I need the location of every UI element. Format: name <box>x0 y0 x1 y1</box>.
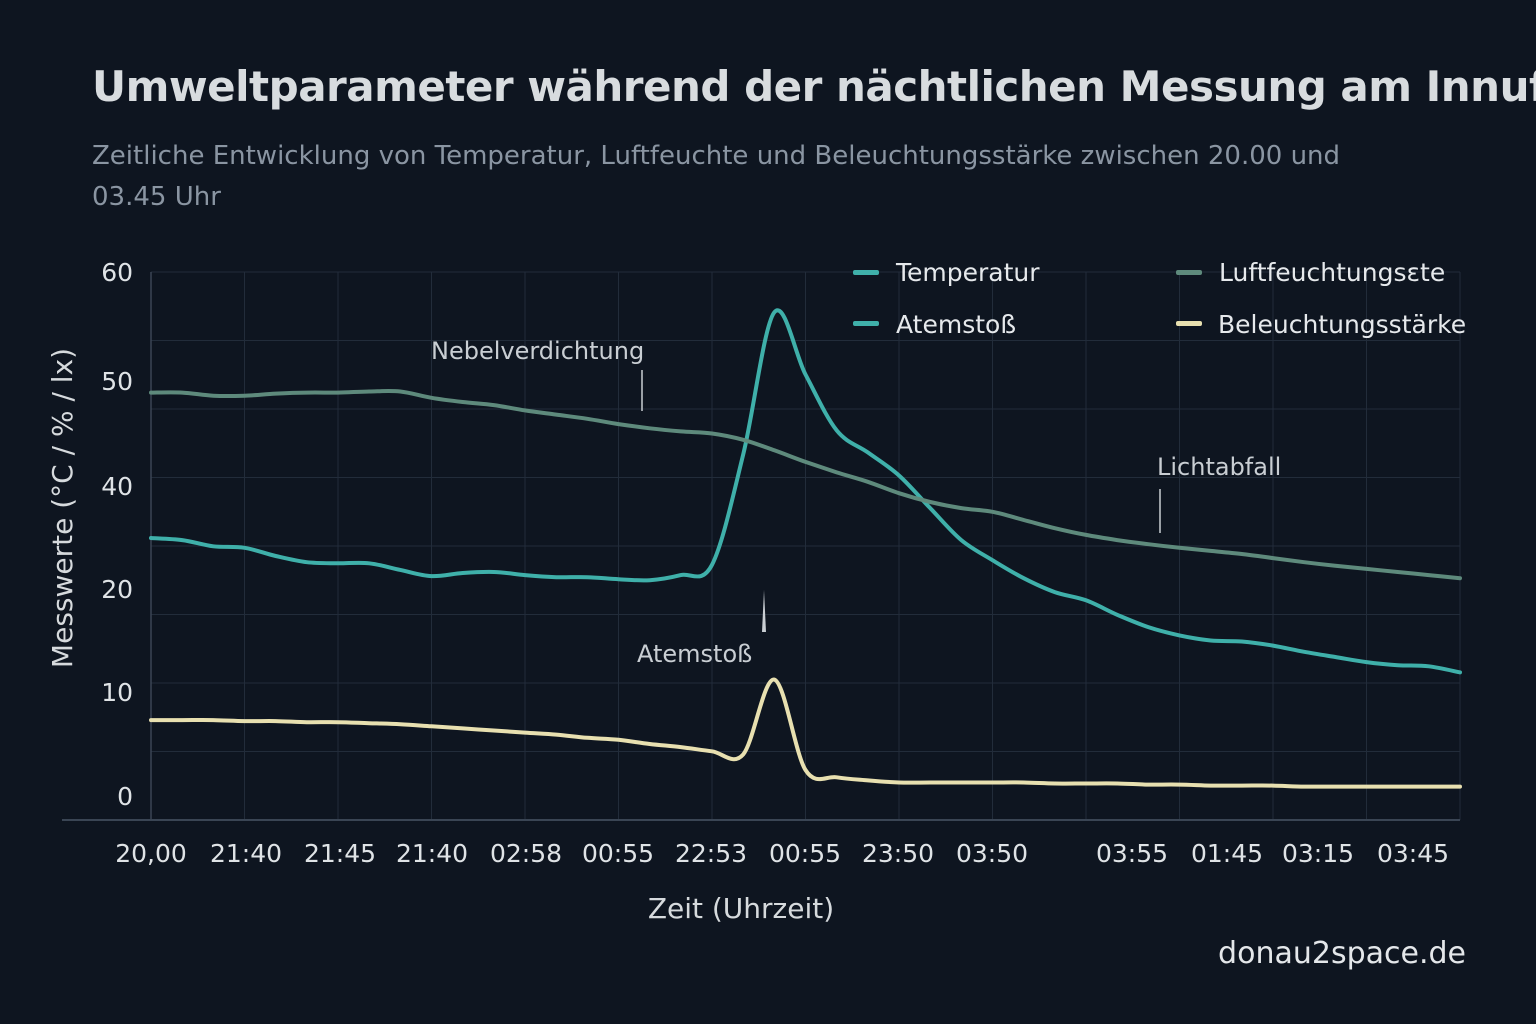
legend-swatch-temperatur <box>853 270 879 275</box>
y-tick-label: 40 <box>101 472 133 501</box>
axes: 0 10 20 40 50 60 20,00 21:40 21:45 21:40 02:58 00:5… <box>62 258 1460 868</box>
x-tick-label: 22:53 <box>675 839 747 868</box>
x-tick-label: 21:40 <box>210 839 282 868</box>
x-tick-label: 00:55 <box>769 839 841 868</box>
legend-swatch-beleuchtung <box>1176 321 1202 326</box>
annotations: Nebelverdichtung Atemstoß Lichtabfall <box>431 337 1281 668</box>
x-tick-label: 02:58 <box>490 839 562 868</box>
legend-label-beleuchtung: Beleuchtungsstärke <box>1218 310 1466 339</box>
y-tick-label: 10 <box>101 678 133 707</box>
y-axis-label: Messwerte (°C / % / lx) <box>46 348 79 668</box>
x-tick-label: 21:40 <box>396 839 468 868</box>
annotation-lichtabfall: Lichtabfall <box>1157 453 1281 481</box>
x-tick-label: 21:45 <box>304 839 376 868</box>
series-line-temperatur <box>149 308 1462 675</box>
legend-label-luftfeuchte: Luftfeuchtungsɛte <box>1219 258 1445 287</box>
x-tick-label: 03:50 <box>956 839 1028 868</box>
y-tick-label: 0 <box>117 782 133 811</box>
y-tick-label: 20 <box>101 575 133 604</box>
chart-subtitle: Zeitliche Entwicklung von Temperatur, Lu… <box>92 141 1341 212</box>
annotation-atemstoss: Atemstoß <box>637 640 752 668</box>
y-tick-label: 60 <box>101 258 133 287</box>
legend-swatch-atemstoss <box>853 321 879 326</box>
chart-title: Umweltparameter während der nächtlichen … <box>92 62 1536 111</box>
legend-swatch-luftfeuchte <box>1176 270 1202 275</box>
x-tick-label: 00:55 <box>582 839 654 868</box>
annotation-pointer-atemstoss <box>762 590 766 632</box>
x-tick-label: 01:45 <box>1191 839 1263 868</box>
x-axis-label: Zeit (Uhrzeit) <box>648 892 834 925</box>
x-tick-label: 23:50 <box>862 839 934 868</box>
x-tick-label: 20,00 <box>115 839 187 868</box>
legend-label-temperatur: Temperatur <box>895 258 1040 287</box>
series-lines <box>149 308 1462 789</box>
watermark: donau2space.de <box>1218 936 1466 971</box>
x-tick-label: 03:45 <box>1377 839 1449 868</box>
annotation-nebelverdichtung: Nebelverdichtung <box>431 337 644 365</box>
legend: Temperatur Luftfeuchtungsɛte Atemstoß Be… <box>853 258 1466 339</box>
grid <box>150 271 1461 821</box>
legend-label-atemstoss: Atemstoß <box>896 310 1016 339</box>
x-tick-label: 03:15 <box>1282 839 1354 868</box>
series-line-luftfeuchtungs-te <box>149 388 1462 581</box>
series-line-beleuchtungsst-rke <box>149 677 1462 789</box>
y-tick-label: 50 <box>101 367 133 396</box>
x-tick-label: 03:55 <box>1096 839 1168 868</box>
